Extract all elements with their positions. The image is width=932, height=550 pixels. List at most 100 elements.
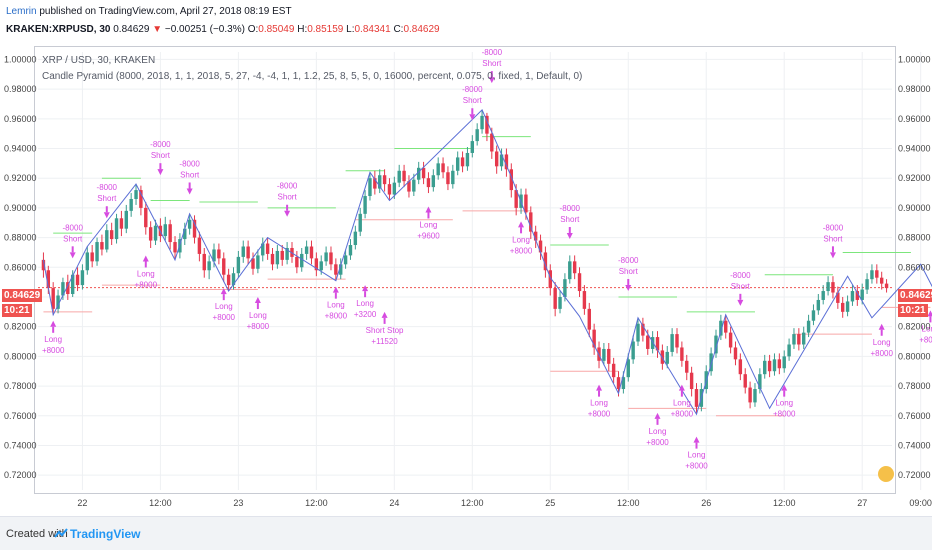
candle-body <box>826 282 830 292</box>
candle-body <box>314 258 319 271</box>
candle-body <box>168 224 172 243</box>
x-tick-label: 22 <box>77 498 87 508</box>
candle-body <box>373 178 377 189</box>
candle-body <box>558 296 562 309</box>
candle-body <box>602 348 606 361</box>
publish-line: Lemrin published on TradingView.com, Apr… <box>6 6 292 17</box>
y-tick-label-right: 0.96000 <box>898 114 931 124</box>
short-arrow-icon <box>186 188 193 195</box>
candle-body <box>187 219 192 229</box>
candle-body <box>197 237 202 254</box>
price-chart[interactable]: Long +8000 -8000 Short -8000 Short Long +8000 -8… <box>0 0 932 516</box>
signal-label: Short <box>180 170 200 179</box>
short-arrow-icon <box>103 212 110 219</box>
price-badge-right: 0.84629 <box>898 289 932 302</box>
candle-body <box>758 374 762 390</box>
y-tick-label-right: 0.88000 <box>898 233 931 243</box>
candle-body <box>139 190 143 208</box>
candle-body <box>611 363 616 378</box>
candle-body <box>728 332 733 348</box>
signal-label: -8000 <box>179 159 200 168</box>
long-arrow-icon <box>654 412 661 419</box>
author-link[interactable]: Lemrin <box>6 6 37 17</box>
flag-icon[interactable] <box>878 466 894 482</box>
candle-body <box>490 133 494 152</box>
candle-body <box>368 178 372 197</box>
candle-body <box>387 184 392 195</box>
high-value: 0.85159 <box>307 24 344 35</box>
y-tick-label-right: 0.92000 <box>898 173 931 183</box>
signal-label: +8000 <box>42 346 65 355</box>
y-tick-label-right: 0.86000 <box>898 262 931 272</box>
time-badge-right: 10:21 <box>898 304 928 317</box>
study-title[interactable]: Candle Pyramid (8000, 2018, 1, 1, 2018, … <box>42 71 583 82</box>
candle-body <box>275 250 280 265</box>
candle-body <box>61 282 65 296</box>
candle-body <box>85 252 90 271</box>
candle-body <box>480 115 484 130</box>
symbol-label: KRAKEN:XRPUSD, 30 <box>6 24 111 35</box>
y-tick-label-left: 0.74000 <box>4 440 37 450</box>
long-arrow-icon <box>50 320 57 327</box>
candle-body <box>724 320 728 333</box>
signal-label: +8000 <box>671 410 694 419</box>
long-arrow-icon <box>362 285 369 292</box>
candle-body <box>416 167 421 180</box>
y-tick-label-left: 0.94000 <box>4 144 37 154</box>
tradingview-brand[interactable]: TradingView <box>70 527 141 541</box>
candle-body <box>280 250 284 260</box>
candle-body <box>183 228 187 240</box>
y-tick-label-left: 1.00000 <box>4 54 37 64</box>
candle-body <box>124 210 128 229</box>
signal-label: +3200 <box>354 310 377 319</box>
candle-body <box>407 181 411 192</box>
y-tick-label-right: 0.72000 <box>898 470 931 480</box>
candle-body <box>719 320 723 336</box>
candle-body <box>607 348 611 364</box>
y-tick-label-right: 0.76000 <box>898 411 931 421</box>
last-price: 0.84629 <box>113 24 150 35</box>
candle-body <box>548 270 552 289</box>
short-arrow-icon <box>737 299 744 306</box>
signal-label: Short <box>619 267 639 276</box>
close-label: C: <box>393 24 404 35</box>
candle-body <box>870 270 874 280</box>
candle-body <box>192 219 197 238</box>
candle-body <box>402 170 406 182</box>
short-arrow-icon <box>469 114 476 121</box>
candle-body <box>431 175 436 188</box>
signal-label: Short <box>482 59 502 68</box>
candle-body <box>646 335 650 349</box>
signal-label: -8000 <box>277 182 298 191</box>
short-arrow-icon <box>488 77 495 84</box>
candle-body <box>222 258 226 275</box>
y-tick-label-left: 0.92000 <box>4 173 37 183</box>
candle-body <box>334 264 338 275</box>
candle-body <box>202 253 206 271</box>
candle-body <box>792 334 796 345</box>
long-arrow-icon <box>425 206 432 213</box>
candle-body <box>148 227 153 241</box>
chart-area[interactable] <box>34 46 896 494</box>
candle-body <box>694 389 699 407</box>
candle-body <box>636 323 640 342</box>
long-arrow-icon <box>332 286 339 293</box>
y-tick-label-right: 0.82000 <box>898 322 931 332</box>
candle-body <box>246 246 250 259</box>
candle-body <box>56 295 60 309</box>
y-tick-label-left: 0.76000 <box>4 411 37 421</box>
signal-label: -8000 <box>560 204 581 213</box>
candle-body <box>231 273 236 286</box>
signal-label: -8000 <box>62 223 83 232</box>
signal-label: Long <box>873 338 891 347</box>
long-arrow-icon <box>596 384 603 391</box>
y-tick-label-left: 0.86000 <box>4 262 37 272</box>
candle-body <box>46 270 51 289</box>
candle-body <box>568 261 572 280</box>
candle-body <box>811 310 816 321</box>
candle-body <box>207 261 211 271</box>
signal-label: +8000 <box>247 322 270 331</box>
candle-body <box>631 341 635 360</box>
candle-body <box>845 301 850 312</box>
candle-body <box>836 292 840 303</box>
